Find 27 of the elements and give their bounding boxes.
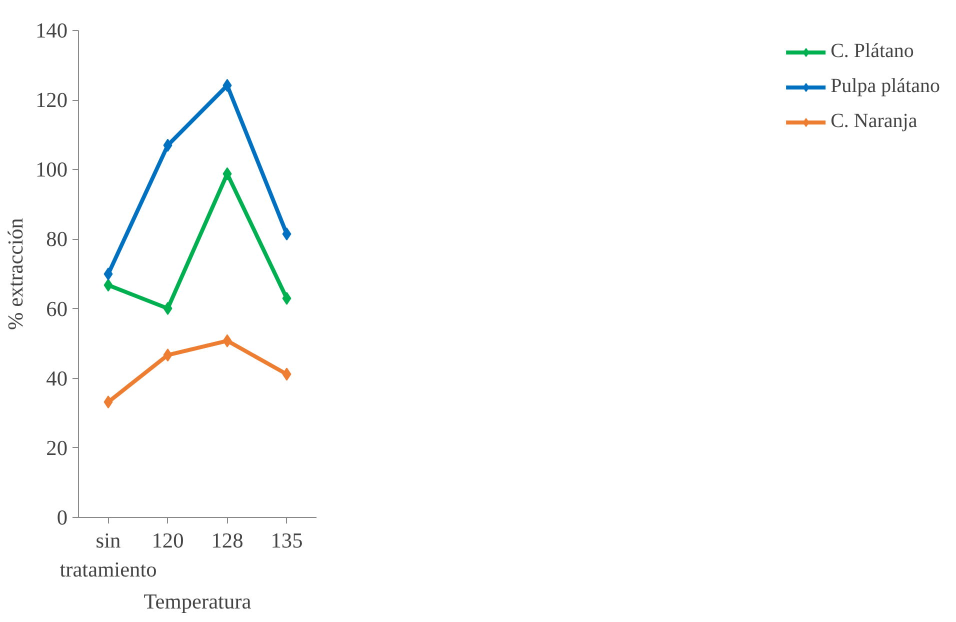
point (104, 278, 113, 292)
point (282, 368, 292, 381)
point (282, 292, 292, 305)
x-axis-title: Temperatura (144, 589, 252, 614)
legend-label: Pulpa plátano (830, 75, 940, 98)
point (222, 78, 232, 92)
legend-label: C. Naranja (830, 110, 918, 133)
point (222, 334, 232, 348)
x-tick-label: 135 (270, 528, 303, 552)
point (222, 167, 232, 180)
point (163, 348, 172, 362)
point (104, 268, 113, 280)
point (163, 138, 172, 152)
y-tick-label: 140 (36, 18, 68, 42)
y-tick-label: 120 (36, 88, 68, 112)
point (282, 227, 292, 240)
y-tick-label: 40 (46, 366, 68, 390)
legend-label: C. Plátano (830, 40, 914, 63)
y-tick-label: 100 (36, 158, 68, 182)
y-tick-label: 20 (46, 436, 68, 460)
x-tick-label: 128 (211, 528, 244, 552)
point (104, 396, 113, 409)
y-tick-label: 80 (46, 227, 68, 252)
y-tick-label: 60 (46, 296, 68, 321)
point (163, 302, 172, 315)
y-axis-title: % extracción (4, 218, 28, 330)
y-tick-label: 0 (56, 506, 68, 530)
